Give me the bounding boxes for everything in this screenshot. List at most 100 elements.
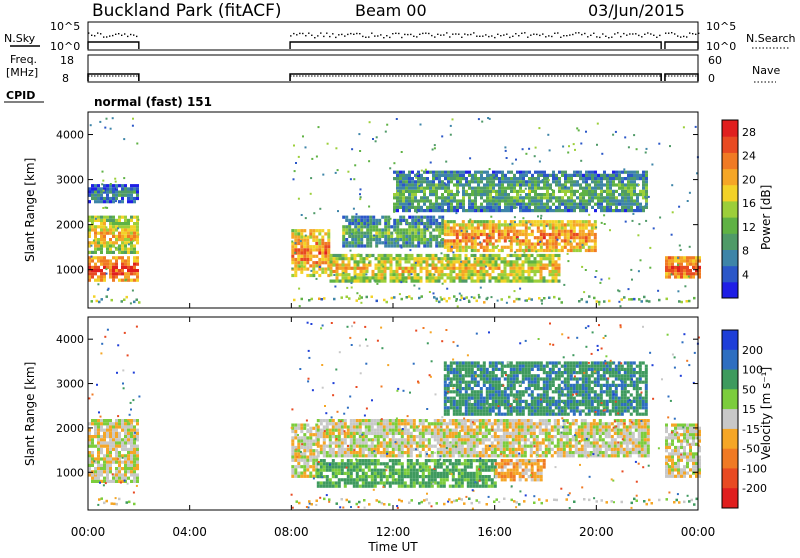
heatmap-cell	[447, 233, 450, 236]
heatmap-cell	[426, 254, 429, 257]
heatmap-cell	[467, 419, 470, 422]
heatmap-cell	[567, 180, 570, 183]
heatmap-cell	[377, 448, 380, 451]
heatmap-cell	[525, 183, 528, 186]
heatmap-cell	[425, 465, 428, 468]
heatmap-cell	[507, 196, 510, 199]
heatmap-cell	[431, 469, 434, 472]
heatmap-cell	[130, 216, 133, 219]
heatmap-cell	[106, 461, 109, 464]
heatmap-cell	[474, 270, 477, 273]
heatmap-cell	[537, 209, 540, 212]
heatmap-cell	[633, 203, 636, 206]
heatmap-cell	[384, 241, 387, 244]
nsearch-dot	[362, 36, 363, 37]
heatmap-cell	[91, 187, 94, 190]
heatmap-cell	[428, 481, 431, 484]
heatmap-cell	[324, 232, 327, 235]
colorbar-tick-label: 8	[742, 245, 749, 258]
heatmap-cell	[380, 478, 383, 481]
heatmap-cell	[100, 222, 103, 225]
heatmap-cell	[510, 280, 513, 283]
heatmap-cell	[468, 180, 471, 183]
heatmap-cell	[480, 193, 483, 196]
heatmap-cell	[440, 478, 443, 481]
heatmap-cell	[504, 180, 507, 183]
heatmap-cell	[480, 203, 483, 206]
heatmap-cell	[428, 422, 431, 425]
heatmap-cell	[570, 196, 573, 199]
heatmap-cell	[375, 228, 378, 231]
heatmap-cell	[628, 288, 630, 290]
nsky-panel: N.Sky 10^5 10^0 10^5 10^0 N.Search	[4, 20, 796, 53]
heatmap-cell	[674, 272, 677, 275]
heatmap-cell	[468, 196, 471, 199]
heatmap-cell	[384, 270, 387, 273]
heatmap-cell	[323, 451, 326, 454]
heatmap-cell	[443, 448, 446, 451]
heatmap-cell	[326, 425, 329, 428]
heatmap-cell	[396, 254, 399, 257]
heatmap-cell	[342, 235, 345, 238]
heatmap-cell	[384, 228, 387, 231]
heatmap-cell	[492, 267, 495, 270]
heatmap-cell	[371, 478, 374, 481]
heatmap-cell	[570, 183, 573, 186]
heatmap-cell	[519, 462, 522, 465]
heatmap-cell	[306, 446, 309, 449]
heatmap-cell	[585, 193, 588, 196]
heatmap-cell	[498, 177, 501, 180]
heatmap-cell	[363, 232, 366, 235]
heatmap-cell	[480, 280, 483, 283]
heatmap-cell	[453, 267, 456, 270]
heatmap-cell	[513, 174, 516, 177]
heatmap-cell	[381, 280, 384, 283]
heatmap-cell	[408, 244, 411, 247]
heatmap-cell	[91, 225, 94, 228]
heatmap-cell	[452, 432, 455, 435]
heatmap-cell	[434, 422, 437, 425]
heatmap-cell	[389, 465, 392, 468]
heatmap-cell	[291, 252, 294, 255]
heatmap-cell	[461, 451, 464, 454]
heatmap-cell	[440, 481, 443, 484]
heatmap-cell	[618, 193, 621, 196]
heatmap-cell	[326, 451, 329, 454]
heatmap-cell	[495, 264, 498, 267]
heatmap-cell	[692, 259, 695, 262]
heatmap-cell	[525, 472, 528, 475]
nsearch-dot	[686, 36, 687, 37]
heatmap-cell	[435, 177, 438, 180]
heatmap-cell	[100, 279, 103, 282]
heatmap-cell	[459, 270, 462, 273]
heatmap-cell	[438, 235, 441, 238]
heatmap-cell	[383, 438, 386, 441]
heatmap-cell	[462, 190, 465, 193]
heatmap-cell	[468, 171, 471, 174]
heatmap-cell	[431, 454, 434, 457]
heatmap-cell	[603, 206, 606, 209]
heatmap-cell	[470, 462, 473, 465]
heatmap-cell	[96, 300, 99, 303]
heatmap-cell	[399, 206, 402, 209]
heatmap-cell	[97, 425, 100, 428]
heatmap-cell	[335, 481, 338, 484]
heatmap-cell	[109, 425, 112, 428]
heatmap-cell	[341, 462, 344, 465]
heatmap-cell	[435, 183, 438, 186]
heatmap-cell	[488, 429, 491, 432]
heatmap-cell	[396, 222, 399, 225]
heatmap-cell	[365, 432, 368, 435]
heatmap-cell	[481, 121, 483, 123]
heatmap-cell	[306, 468, 309, 471]
heatmap-cell	[498, 220, 501, 223]
heatmap-cell	[112, 438, 115, 441]
heatmap-cell	[534, 246, 537, 249]
heatmap-cell	[471, 296, 473, 298]
heatmap-cell	[374, 485, 377, 488]
heatmap-cell	[341, 459, 344, 462]
heatmap-cell	[323, 485, 326, 488]
heatmap-cell	[471, 209, 474, 212]
heatmap-cell	[504, 203, 507, 206]
heatmap-cell	[588, 183, 591, 186]
